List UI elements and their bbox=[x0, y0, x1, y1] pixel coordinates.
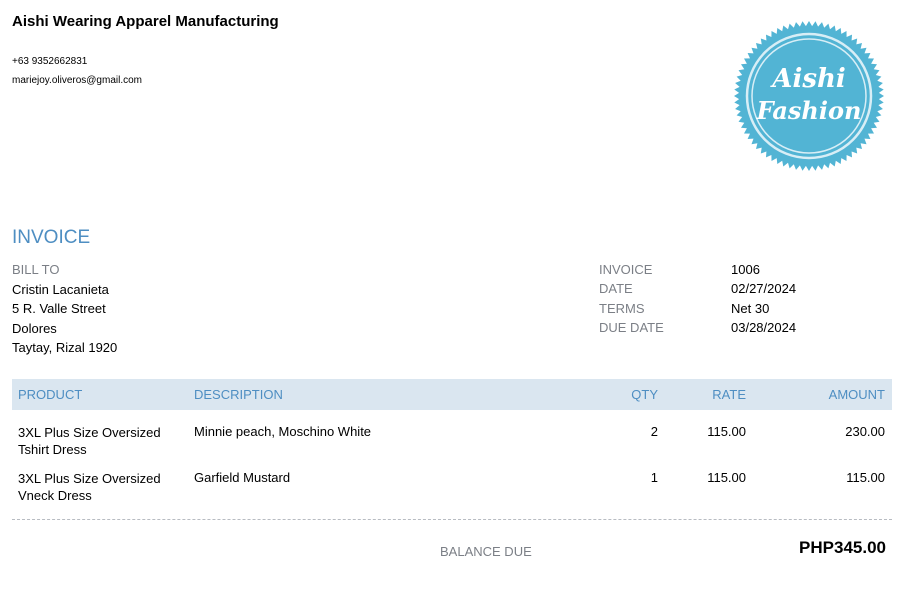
balance-due-label: BALANCE DUE bbox=[440, 544, 532, 559]
header-qty: QTY bbox=[631, 387, 658, 402]
meta-label: DATE bbox=[599, 281, 633, 297]
company-name: Aishi Wearing Apparel Manufacturing bbox=[12, 13, 279, 30]
meta-label: INVOICE bbox=[599, 262, 653, 277]
bill-to-label: BILL TO bbox=[12, 262, 60, 277]
header-rate: RATE bbox=[712, 387, 746, 402]
row-description: Garfield Mustard bbox=[194, 470, 291, 485]
company-phone: +63 9352662831 bbox=[12, 56, 88, 67]
row-rate: 115.00 bbox=[707, 424, 746, 439]
header-product: PRODUCT bbox=[18, 387, 83, 402]
company-email: mariejoy.oliveros@gmail.com bbox=[12, 75, 142, 86]
row-product: 3XL Plus Size Oversized Tshirt Dress bbox=[18, 425, 161, 457]
meta-label: DUE DATE bbox=[599, 319, 664, 335]
svg-text:Fashion: Fashion bbox=[756, 96, 862, 125]
bill-to-line: 5 R. Valle Street bbox=[12, 301, 106, 316]
meta-label: TERMS bbox=[599, 300, 645, 316]
meta-value: Net 30 bbox=[731, 300, 770, 316]
header-description: DESCRIPTION bbox=[194, 387, 283, 402]
bill-to-line: Dolores bbox=[12, 320, 57, 336]
header-amount: AMOUNT bbox=[828, 387, 885, 402]
row-amount: 230.00 bbox=[845, 424, 885, 439]
invoice-title: INVOICE bbox=[12, 227, 91, 248]
meta-value: 02/27/2024 bbox=[731, 281, 797, 297]
table-header: PRODUCT DESCRIPTION QTY RATE AMOUNT bbox=[12, 379, 892, 410]
meta-value: 03/28/2024 bbox=[731, 319, 797, 335]
row-description: Minnie peach, Moschino White bbox=[194, 424, 372, 439]
row-rate: 115.00 bbox=[707, 470, 746, 485]
bill-to-line: Taytay, Rizal 1920 bbox=[12, 340, 118, 355]
balance-due-value: PHP345.00 bbox=[799, 538, 886, 557]
bill-to: BILL TO Cristin Lacanieta 5 R. Valle Str… bbox=[12, 262, 117, 360]
row-qty: 2 bbox=[650, 424, 658, 439]
logo-seal bbox=[734, 21, 884, 171]
row-amount: 115.00 bbox=[846, 470, 885, 485]
row-product: 3XL Plus Size Oversized Vneck Dress bbox=[18, 471, 161, 503]
company-logo: Aishi Fashion bbox=[734, 21, 884, 171]
invoice-meta: INVOICE 1006 DATE 02/27/2024 TERMS Net 30 D… bbox=[599, 262, 796, 339]
svg-text:Aishi: Aishi bbox=[769, 64, 845, 94]
bill-to-line: Cristin Lacanieta bbox=[12, 281, 109, 297]
meta-value: 1006 bbox=[731, 262, 760, 277]
divider bbox=[12, 519, 892, 520]
row-qty: 1 bbox=[650, 470, 658, 485]
